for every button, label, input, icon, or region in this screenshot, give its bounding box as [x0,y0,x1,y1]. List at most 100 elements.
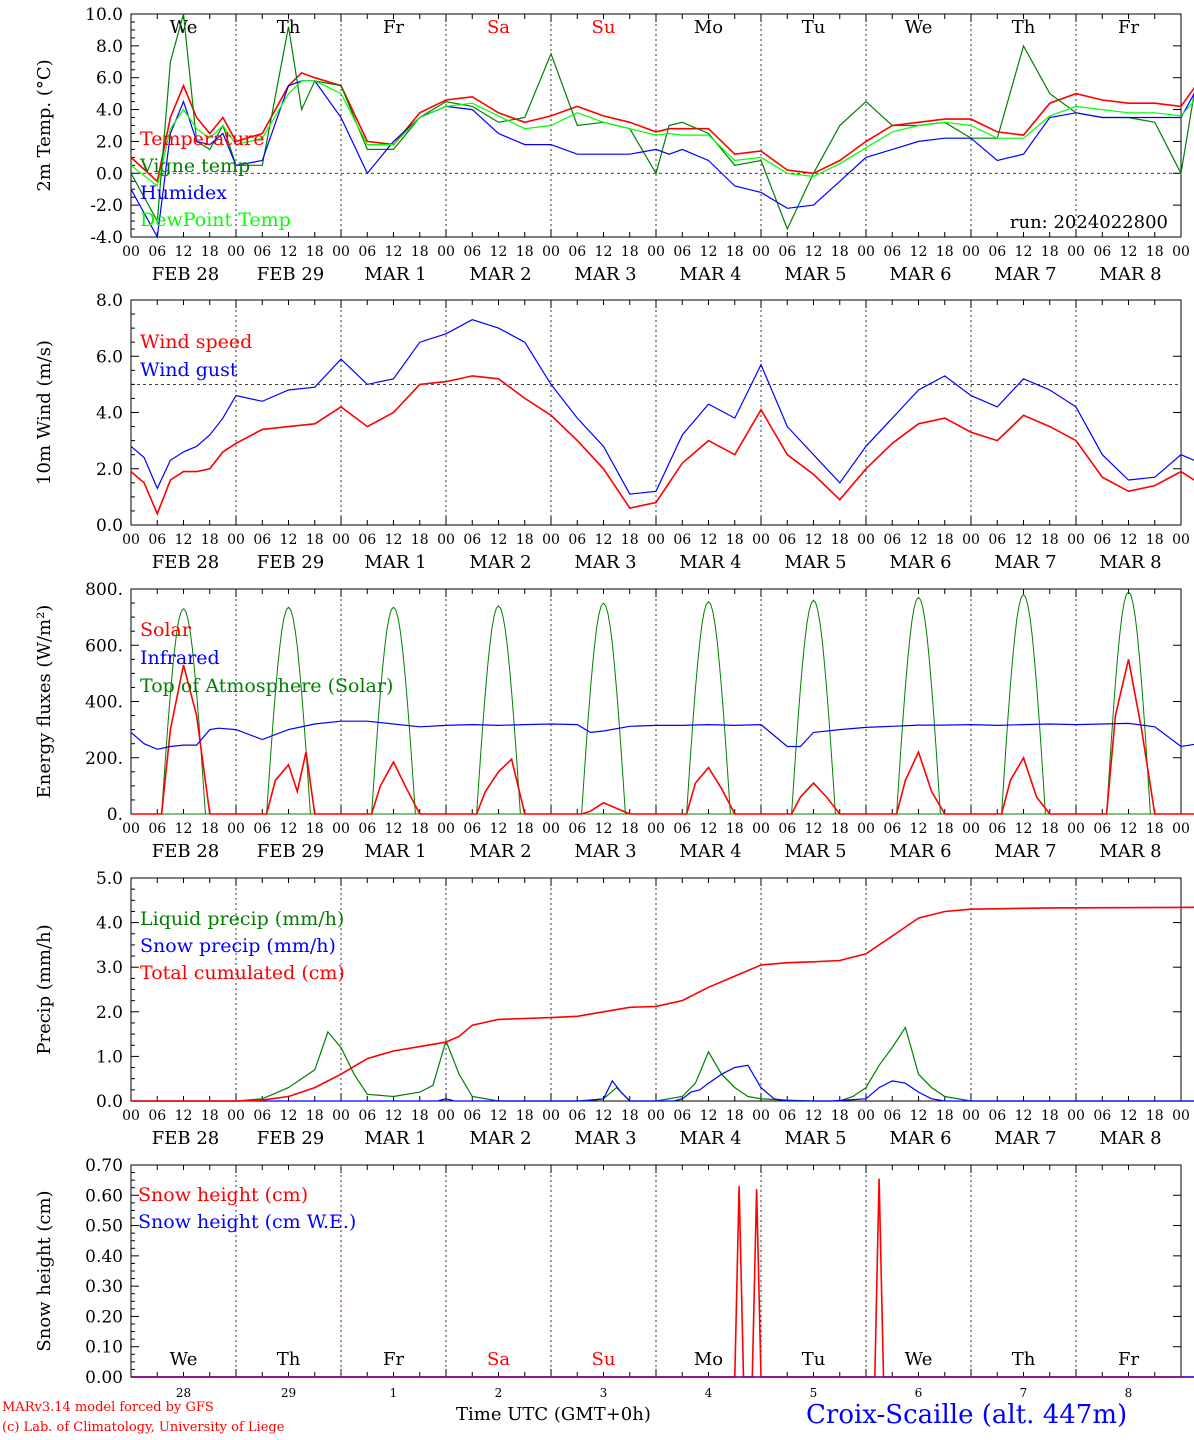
hour-tick-label: 06 [463,1108,481,1124]
y-tick-label: 400. [85,693,123,713]
legend-entry: Snow precip (mm/h) [140,935,336,957]
hour-tick-label: 12 [805,1108,823,1124]
date-label: FEB 29 [257,1128,324,1149]
hour-tick-label: 18 [726,1108,744,1124]
date-label: FEB 28 [152,1128,219,1149]
date-label: MAR 7 [994,552,1056,573]
y-tick-label: 6.0 [96,69,123,89]
hour-tick-label: 06 [778,244,796,260]
hour-tick-label: 00 [542,821,560,837]
date-label: MAR 4 [679,841,741,862]
day-number-label: 5 [810,1386,818,1400]
legend-entry: DewPoint Temp [140,209,291,231]
hour-tick-label: 18 [726,532,744,548]
hour-tick-label: 12 [1015,821,1033,837]
hour-tick-label: 00 [542,1108,560,1124]
series-line [130,319,1194,495]
y-tick-label: 0.70 [85,1156,123,1176]
y-tick-label: 0.00 [85,1368,123,1388]
hour-tick-label: 12 [595,821,613,837]
hour-tick-label: 06 [148,532,166,548]
hour-tick-label: 18 [621,821,639,837]
series-line [131,906,1194,1102]
y-tick-label: 0.40 [85,1247,123,1267]
date-label: MAR 7 [994,1128,1056,1149]
hour-tick-label: 00 [1172,532,1190,548]
day-name-label: Sa [487,1349,510,1370]
date-label: MAR 6 [889,552,951,573]
hour-tick-label: 00 [227,821,245,837]
day-name-label: Fr [383,17,404,38]
y-tick-label: 0.30 [85,1277,123,1297]
hour-tick-label: 18 [936,821,954,837]
hour-tick-label: 06 [988,821,1006,837]
hour-tick-label: 06 [1093,244,1111,260]
hour-tick-label: 12 [700,532,718,548]
hour-tick-label: 06 [148,244,166,260]
hour-tick-label: 06 [883,532,901,548]
date-label: MAR 2 [469,1128,531,1149]
panel-2: 0.0 2.0 4.0 6.0 8.0 10m Wind (m/s) 00 06 12 18 FEB… [34,291,1194,573]
hour-tick-label: 06 [1093,821,1111,837]
day-name-label: Th [1012,17,1036,38]
hour-tick-label: 18 [516,532,534,548]
day-name-label: We [905,17,933,38]
hour-tick-label: 06 [988,244,1006,260]
day-name-label: Su [592,17,616,38]
hour-tick-label: 06 [358,821,376,837]
y-tick-label: 0.60 [85,1186,123,1206]
hour-tick-label: 12 [175,821,193,837]
hour-tick-label: 00 [437,532,455,548]
hour-tick-label: 12 [280,532,298,548]
series-line [130,80,1194,188]
hour-tick-label: 12 [385,1108,403,1124]
y-tick-label: 200. [85,749,123,769]
date-label: MAR 4 [679,1128,741,1149]
y-tick-label: -2.0 [90,196,123,216]
hour-tick-label: 12 [175,244,193,260]
hour-tick-label: 12 [595,1108,613,1124]
hour-tick-label: 06 [253,821,271,837]
hour-tick-label: 00 [647,1108,665,1124]
hour-tick-label: 00 [857,821,875,837]
date-label: MAR 3 [574,841,636,862]
hour-tick-label: 06 [358,244,376,260]
hour-tick-label: 06 [778,1108,796,1124]
hour-tick-label: 18 [201,821,219,837]
hour-tick-label: 18 [621,244,639,260]
hour-tick-label: 18 [516,821,534,837]
hour-tick-label: 06 [673,532,691,548]
y-tick-label: 1.0 [96,1047,123,1067]
date-label: MAR 8 [1099,552,1161,573]
day-name-label: Th [1012,1349,1036,1370]
hour-tick-label: 00 [227,532,245,548]
hour-tick-label: 12 [490,532,508,548]
y-tick-label: 10.0 [85,5,123,25]
y-axis-title: 2m Temp. (°C) [34,59,55,191]
legend-entry: Top of Atmosphere (Solar) [140,675,393,697]
hour-tick-label: 12 [280,821,298,837]
hour-tick-label: 18 [936,532,954,548]
hour-tick-label: 00 [752,244,770,260]
day-name-label: Fr [383,1349,404,1370]
hour-tick-label: 06 [253,244,271,260]
hour-tick-label: 12 [805,532,823,548]
hour-tick-label: 12 [175,1108,193,1124]
hour-tick-label: 18 [1041,244,1059,260]
hour-tick-label: 12 [910,532,928,548]
date-label: FEB 28 [152,841,219,862]
hour-tick-label: 18 [411,244,429,260]
y-tick-label: 6.0 [96,347,123,367]
hour-tick-label: 12 [1015,244,1033,260]
day-name-label: We [170,17,198,38]
date-label: MAR 6 [889,264,951,285]
hour-tick-label: 12 [490,1108,508,1124]
lab-credit: (c) Lab. of Climatology, University of L… [2,1420,285,1435]
hour-tick-label: 18 [726,244,744,260]
hour-tick-label: 00 [857,244,875,260]
hour-tick-label: 18 [1041,1108,1059,1124]
hour-tick-label: 00 [437,244,455,260]
hour-tick-label: 06 [568,244,586,260]
hour-tick-label: 06 [673,244,691,260]
panel-4: 0.0 1.0 2.0 3.0 4.0 5.0 Precip (mm/h) 00 06 12 18 F… [34,869,1194,1149]
